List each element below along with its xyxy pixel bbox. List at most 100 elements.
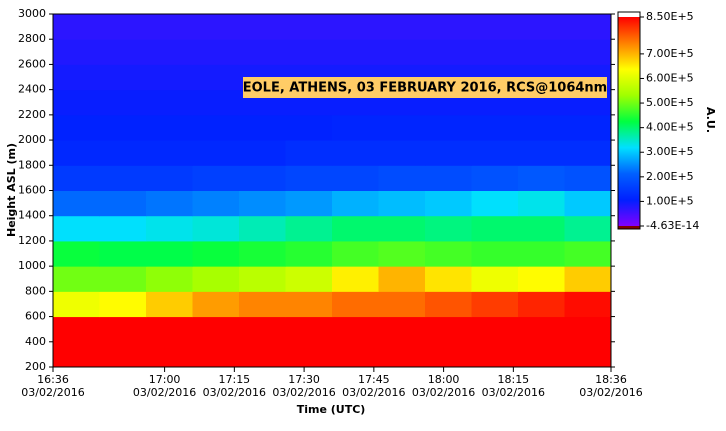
heat-cell xyxy=(518,190,565,217)
heat-cell xyxy=(285,316,333,343)
heat-cell xyxy=(425,190,472,217)
heat-cell xyxy=(99,190,147,217)
x-tick-label: 17:45 xyxy=(358,373,390,386)
y-tick-label: 2800 xyxy=(18,32,46,45)
heat-cell xyxy=(564,190,612,217)
y-tick-label: 2600 xyxy=(18,57,46,70)
heat-cell xyxy=(564,39,612,65)
heat-cell xyxy=(332,165,379,191)
heat-cell xyxy=(471,190,519,217)
heat-cell xyxy=(471,215,519,242)
heat-cell xyxy=(425,291,472,318)
heat-cell xyxy=(471,114,519,141)
y-tick-label: 800 xyxy=(25,284,46,297)
x-tick-label: 16:36 xyxy=(37,373,69,386)
heat-cell xyxy=(53,240,100,267)
x-tick-label: 18:36 xyxy=(595,373,627,386)
heat-cell xyxy=(53,140,100,166)
heat-cell xyxy=(285,140,333,166)
heat-cell xyxy=(192,114,240,141)
heat-cell xyxy=(564,316,612,343)
heat-cell xyxy=(425,215,472,242)
heat-cell xyxy=(53,39,100,65)
heat-cell xyxy=(239,39,286,65)
colorbar-tick-label: -4.63E-14 xyxy=(646,219,699,232)
y-tick-label: 1200 xyxy=(18,234,46,247)
heat-cell xyxy=(564,140,612,166)
colorbar-tick-label: 5.00E+5 xyxy=(646,96,694,109)
heat-cell xyxy=(564,240,612,267)
y-tick-label: 200 xyxy=(25,360,46,373)
y-tick-label: 2200 xyxy=(18,108,46,121)
heat-cell xyxy=(99,215,147,242)
heat-cell xyxy=(425,140,472,166)
heat-cell xyxy=(518,14,565,40)
heat-cell xyxy=(425,39,472,65)
heat-cell xyxy=(425,14,472,40)
heat-cell xyxy=(99,140,147,166)
heat-cell xyxy=(471,39,519,65)
chart-title: EOLE, ATHENS, 03 FEBRUARY 2016, RCS@1064… xyxy=(243,81,607,96)
heat-cell xyxy=(471,316,519,343)
x-tick-date: 03/02/2016 xyxy=(482,386,545,399)
heat-cell xyxy=(146,240,193,267)
heat-cell xyxy=(146,140,193,166)
heat-cell xyxy=(425,165,472,191)
heat-cell xyxy=(53,316,100,343)
heat-cell xyxy=(518,316,565,343)
heat-cell xyxy=(192,140,240,166)
heat-cell xyxy=(239,140,286,166)
heat-cell xyxy=(285,341,333,368)
y-tick-label: 2000 xyxy=(18,133,46,146)
heat-cell xyxy=(53,190,100,217)
y-tick-label: 1400 xyxy=(18,209,46,222)
heat-cell xyxy=(471,341,519,368)
heat-cell xyxy=(53,14,100,40)
heat-cell xyxy=(99,39,147,65)
heat-cell xyxy=(332,190,379,217)
heat-cell xyxy=(99,316,147,343)
heat-cell xyxy=(425,114,472,141)
y-tick-label: 600 xyxy=(25,310,46,323)
heat-cell xyxy=(239,114,286,141)
heat-cell xyxy=(378,215,426,242)
heat-cell xyxy=(192,64,240,91)
heat-cell xyxy=(99,89,147,116)
heat-cell xyxy=(332,39,379,65)
y-tick-label: 2400 xyxy=(18,83,46,96)
heat-cell xyxy=(99,341,147,368)
heat-cell xyxy=(99,114,147,141)
heat-cell xyxy=(53,114,100,141)
heat-cell xyxy=(564,341,612,368)
heat-cell xyxy=(285,291,333,318)
heat-cell xyxy=(146,64,193,91)
heat-cell xyxy=(239,240,286,267)
heat-cell xyxy=(99,165,147,191)
heat-cell xyxy=(239,165,286,191)
heat-cell xyxy=(378,316,426,343)
y-tick-label: 1800 xyxy=(18,158,46,171)
heat-cell xyxy=(146,266,193,292)
y-tick-label: 3000 xyxy=(18,7,46,20)
heat-cell xyxy=(332,291,379,318)
colorbar xyxy=(618,17,640,226)
colorbar-underflow xyxy=(618,226,640,229)
heat-cell xyxy=(518,240,565,267)
colorbar-tick-label: 3.00E+5 xyxy=(646,145,694,158)
colorbar-tick-label: 7.00E+5 xyxy=(646,47,694,60)
heat-cell xyxy=(53,341,100,368)
heat-cell xyxy=(332,240,379,267)
heat-cell xyxy=(378,14,426,40)
colorbar-tick-label: 8.50E+5 xyxy=(646,10,694,23)
heat-cell xyxy=(378,190,426,217)
colorbar-label: A.U. xyxy=(704,107,717,133)
heat-cell xyxy=(518,165,565,191)
heat-cell xyxy=(332,114,379,141)
heat-cell xyxy=(99,64,147,91)
heat-cell xyxy=(192,341,240,368)
x-tick-label: 17:00 xyxy=(149,373,181,386)
heat-cell xyxy=(518,291,565,318)
y-axis-label: Height ASL (m) xyxy=(5,143,18,237)
y-tick-label: 400 xyxy=(25,335,46,348)
